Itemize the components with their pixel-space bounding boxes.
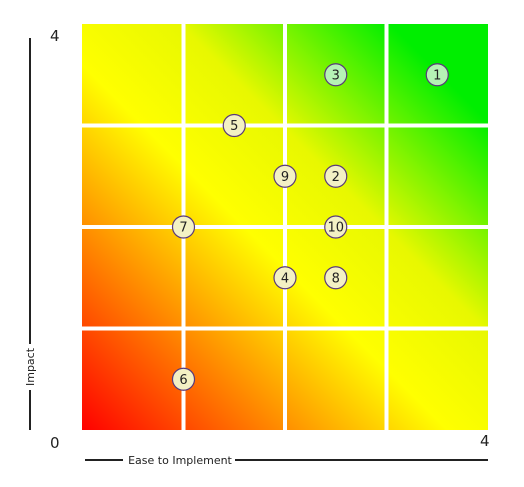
data-point-marker xyxy=(324,266,348,290)
data-point-marker xyxy=(425,63,449,87)
data-point-1: 1 xyxy=(425,63,449,87)
y-tick-bottom: 0 xyxy=(50,434,60,452)
grid-lines xyxy=(82,24,488,430)
data-point-label: 4 xyxy=(281,271,289,286)
data-point-label: 3 xyxy=(332,68,340,83)
x-axis-title-backdrop xyxy=(123,452,235,468)
data-point-marker xyxy=(273,266,297,290)
data-point-10: 10 xyxy=(324,215,348,239)
data-point-marker xyxy=(324,164,348,188)
data-point-label: 9 xyxy=(281,170,289,185)
data-point-label: 2 xyxy=(332,170,340,185)
data-point-6: 6 xyxy=(171,367,196,391)
data-point-label: 6 xyxy=(179,373,187,388)
data-point-marker xyxy=(222,113,246,138)
data-point-marker xyxy=(171,367,196,391)
data-point-marker xyxy=(171,215,196,239)
y-tick-top: 4 xyxy=(50,27,60,45)
data-point-3: 3 xyxy=(324,63,348,87)
data-point-marker xyxy=(324,63,348,87)
data-point-label: 8 xyxy=(332,271,340,286)
data-point-label: 10 xyxy=(327,221,344,236)
data-point-marker xyxy=(324,215,348,239)
data-point-5: 5 xyxy=(222,113,246,138)
data-point-7: 7 xyxy=(171,215,196,239)
y-axis-title-backdrop xyxy=(22,344,38,390)
data-point-label: 5 xyxy=(230,119,238,134)
data-point-marker xyxy=(273,164,297,188)
data-point-9: 9 xyxy=(273,164,297,188)
y-axis-title: Impact xyxy=(24,347,37,386)
x-axis-title: Ease to Implement xyxy=(128,454,232,467)
data-point-2: 2 xyxy=(324,164,348,188)
data-point-label: 1 xyxy=(433,68,441,83)
data-points: 1 2 3 4 5 6 7 8 9 10 xyxy=(171,63,449,391)
data-point-8: 8 xyxy=(324,266,348,290)
data-point-4: 4 xyxy=(273,266,297,290)
x-tick-right: 4 xyxy=(480,432,490,450)
data-point-label: 7 xyxy=(179,221,187,236)
